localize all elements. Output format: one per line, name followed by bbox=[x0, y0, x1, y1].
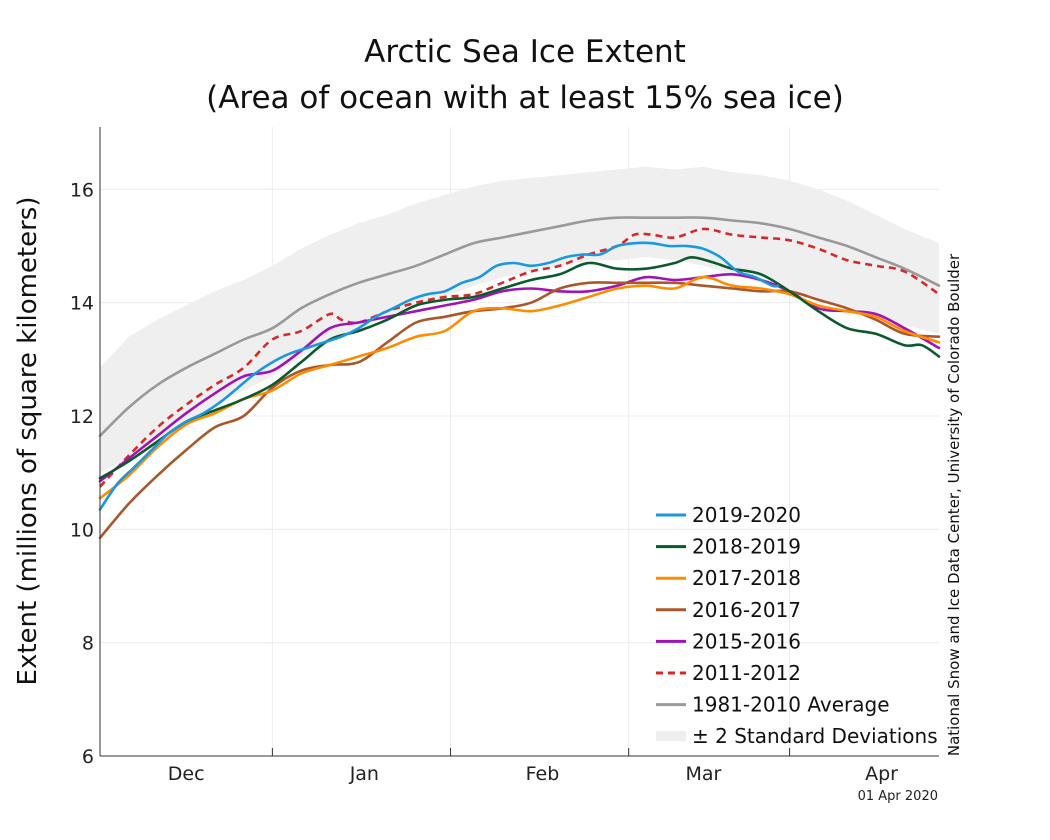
chart-title: Arctic Sea Ice Extent (Area of ocean wit… bbox=[206, 34, 844, 116]
legend-label-2011-2012: 2011-2012 bbox=[692, 661, 801, 685]
y-tick-label: 14 bbox=[70, 293, 94, 315]
legend-swatch-std-dev-band bbox=[656, 731, 686, 742]
legend-label-2019-2020: 2019-2020 bbox=[692, 503, 801, 527]
legend-label-2017-2018: 2017-2018 bbox=[692, 566, 801, 590]
legend: 2019-2020 2018-2019 2017-2018 2016-2017 2015… bbox=[656, 503, 938, 748]
series-line-2011-2012 bbox=[99, 227, 940, 488]
std-dev-band-area bbox=[100, 166, 939, 473]
y-tick-label: 6 bbox=[82, 746, 94, 768]
chart-title-line-2: (Area of ocean with at least 15% sea ice… bbox=[206, 80, 844, 116]
legend-label-2018-2019: 2018-2019 bbox=[692, 535, 801, 559]
y-tick-label: 10 bbox=[70, 519, 94, 541]
y-tick-label: 12 bbox=[70, 406, 94, 428]
y-tick-label: 8 bbox=[82, 633, 94, 655]
x-tick-label: Dec bbox=[168, 763, 205, 785]
legend-label-2016-2017: 2016-2017 bbox=[692, 598, 801, 622]
credit-text: National Snow and Ice Data Center, Unive… bbox=[945, 253, 963, 756]
y-tick-label: 16 bbox=[70, 179, 94, 201]
x-tick-label: Apr bbox=[865, 763, 898, 785]
x-tick-label: Feb bbox=[526, 763, 560, 785]
std-dev-band bbox=[100, 166, 939, 473]
x-tick-labels: Dec Jan Feb Mar Apr bbox=[168, 763, 898, 785]
axes bbox=[99, 127, 939, 757]
series-line-2019-2020 bbox=[98, 241, 780, 511]
date-stamp: 01 Apr 2020 bbox=[858, 789, 938, 804]
legend-label-2015-2016: 2015-2016 bbox=[692, 629, 801, 653]
series-line-1981-2010-average bbox=[98, 216, 941, 438]
series-lines bbox=[98, 216, 941, 540]
x-tick-label: Mar bbox=[685, 763, 721, 785]
legend-label-1981-2010-average: 1981-2010 Average bbox=[692, 693, 890, 717]
series-line-2018-2019 bbox=[98, 256, 941, 480]
y-tick-labels: 6 8 10 12 14 16 bbox=[70, 179, 94, 768]
chart-title-line-1: Arctic Sea Ice Extent bbox=[364, 34, 686, 70]
y-axis-title: Extent (millions of square kilometers) bbox=[13, 197, 43, 686]
legend-label-std-dev-band: ± 2 Standard Deviations bbox=[692, 724, 938, 748]
x-tick-label: Jan bbox=[349, 763, 379, 785]
